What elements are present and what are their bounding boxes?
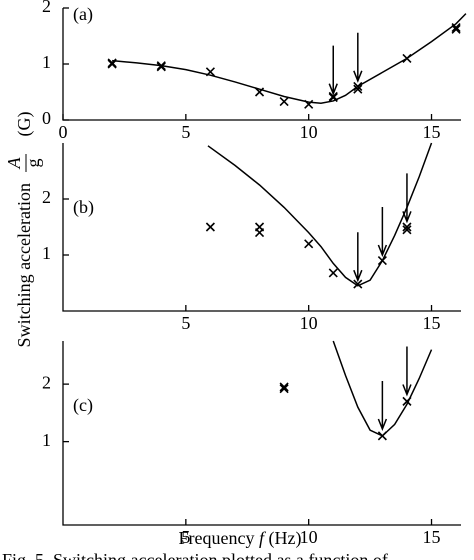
data-point [377, 431, 387, 441]
y-tick-label: 1 [42, 243, 51, 263]
fit-curve [112, 13, 467, 104]
x-tick-label: 5 [181, 122, 190, 142]
x-axis-title: Frequency f (Hz) [179, 528, 302, 549]
data-point [107, 59, 117, 69]
data-point [402, 225, 412, 235]
y-tick-label: 0 [42, 108, 51, 128]
y-axis-title: Switching acceleration A g (G) [4, 112, 43, 348]
axis [62, 143, 461, 312]
x-tick-label: 15 [423, 122, 441, 142]
data-point [205, 67, 215, 77]
data-point [328, 268, 338, 278]
x-tick-label: 10 [300, 313, 318, 333]
axis [62, 341, 461, 526]
arrow [328, 45, 338, 96]
x-tick-label: 10 [300, 527, 318, 547]
y-unit: (G) [14, 112, 35, 137]
data-point [156, 62, 166, 72]
arrow [402, 173, 412, 224]
data-point [279, 96, 289, 107]
y-frac-den: g [23, 159, 43, 168]
x-tick-label: 5 [181, 527, 190, 547]
data-point [254, 228, 265, 238]
x-var: f [259, 528, 267, 548]
data-point [377, 256, 387, 266]
data-point [451, 24, 461, 34]
data-point [402, 396, 412, 406]
arrow [377, 207, 388, 258]
data-point [254, 87, 265, 97]
y-label: Switching acceleration [14, 183, 34, 347]
panel-label: (a) [73, 4, 93, 25]
arrow [353, 232, 363, 283]
x-tick-label: 10 [300, 122, 318, 142]
data-point [353, 84, 363, 94]
data-point [205, 222, 215, 232]
arrow [402, 346, 412, 397]
data-point [328, 93, 338, 103]
data-point [304, 239, 314, 249]
data-point [402, 53, 412, 63]
fit-curve [207, 142, 433, 287]
y-tick-label: 2 [42, 187, 51, 207]
y-tick-label: 1 [42, 52, 51, 72]
panel-label: (c) [73, 395, 93, 416]
arrow [377, 380, 388, 431]
data-point [353, 279, 363, 289]
y-frac-num: A [4, 157, 24, 170]
y-tick-label: 2 [42, 0, 51, 16]
caption: Fig. 5. Switching acceleration plotted a… [2, 550, 388, 560]
x-tick-label: 5 [181, 313, 190, 333]
x-tick-label: 15 [423, 527, 441, 547]
panel-label: (b) [73, 197, 94, 218]
y-tick-label: 2 [42, 372, 51, 392]
x-tick-label: 15 [423, 313, 441, 333]
data-point [304, 99, 314, 109]
x-tick-label: 0 [59, 122, 68, 142]
data-point [353, 81, 363, 91]
data-point [451, 23, 461, 33]
arrow [353, 32, 363, 83]
y-tick-label: 1 [42, 430, 51, 450]
axis [62, 8, 461, 121]
data-point [279, 384, 289, 394]
data-point [279, 382, 289, 392]
data-point [402, 222, 412, 232]
x-unit: (Hz) [269, 528, 302, 549]
x-label: Frequency [179, 528, 255, 548]
